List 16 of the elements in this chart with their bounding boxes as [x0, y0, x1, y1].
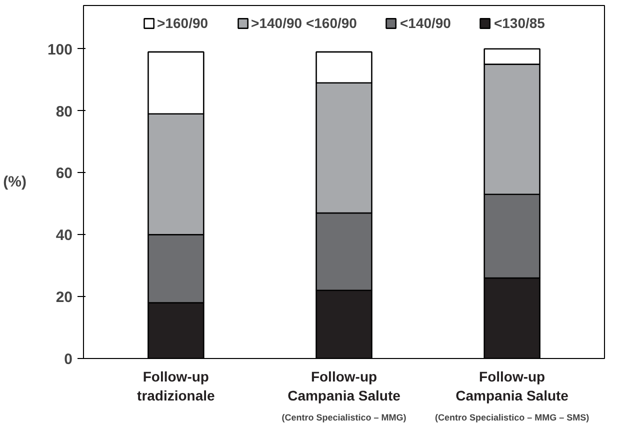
- y-tick-label: 40: [56, 227, 73, 244]
- legend-label: >160/90: [157, 15, 208, 31]
- y-tick-label: 80: [56, 103, 73, 120]
- legend-label: <130/85: [494, 15, 545, 31]
- x-tick-label: Follow-up Campania Salute: [456, 368, 569, 404]
- x-tick-label: Follow-up Campania Salute: [288, 368, 401, 404]
- text: (Centro Specialistico – MMG): [282, 412, 406, 422]
- y-axis-title: (%): [3, 174, 26, 190]
- y-tick-label: 0: [64, 351, 72, 368]
- text: (Centro Specialistico – MMG – SMS): [435, 412, 590, 422]
- legend-label: >140/90 <160/90: [251, 15, 357, 31]
- y-tick-label: 60: [56, 165, 73, 182]
- x-tick-label: Follow-up tradizionale: [137, 368, 216, 404]
- legend-label: <140/90: [400, 15, 451, 31]
- y-tick-label: 100: [47, 41, 73, 58]
- y-tick-label: 20: [56, 289, 73, 306]
